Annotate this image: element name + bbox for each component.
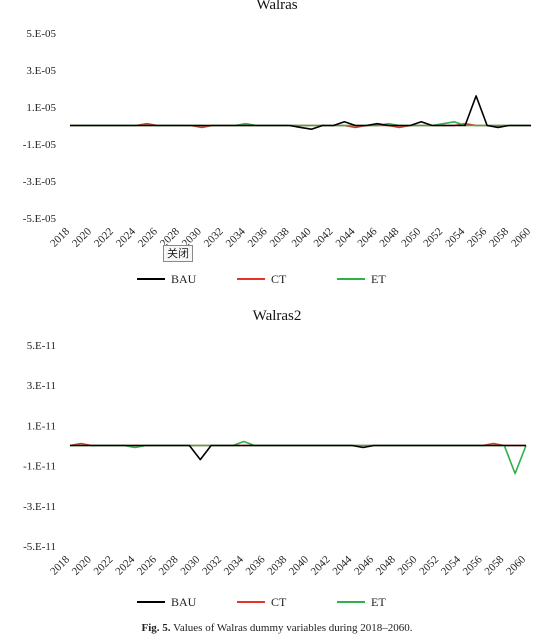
chart-title: Walras2 [253,308,302,324]
y-tick-label: -3.E-11 [23,501,56,513]
x-tick-label: 2038 [265,553,289,577]
figure-caption: Fig. 5. Values of Walras dummy variables… [0,622,554,634]
x-tick-label: 2048 [374,553,398,577]
y-tick-label: -1.E-11 [23,461,56,473]
legend-label-et: ET [371,595,386,609]
y-tick-label: -3.E-05 [23,176,57,188]
x-tick-label: 2036 [246,225,270,249]
x-tick-label: 2040 [290,225,314,249]
y-tick-label: 3.E-11 [27,380,56,392]
legend-label-bau: BAU [171,595,197,609]
x-tick-label: 2048 [377,225,401,249]
x-tick-label: 2032 [200,554,224,578]
x-tick-label: 2032 [202,226,226,250]
x-tick-label: 2034 [222,553,246,577]
x-tick-label: 2022 [92,554,116,578]
walras2-chart: Walras2 5.E-11 3.E-11 1.E-11 -1.E-11 -3.E-11 -… [23,308,528,609]
legend-label-ct: CT [271,595,287,609]
y-tick-label: -5.E-11 [23,541,56,553]
x-tick-label: 2046 [352,553,376,577]
chart-title: Walras [256,0,297,13]
x-tick-label: 2026 [135,553,159,577]
x-tick-label: 2042 [309,554,333,578]
y-tick-label: 1.E-05 [26,102,56,114]
y-tick-label: -1.E-05 [23,139,57,151]
x-tick-label: 2054 [439,553,463,577]
y-tick-label: 1.E-11 [27,420,56,432]
x-tick-label: 2050 [399,225,423,249]
x-tick-label: 2052 [417,554,441,578]
x-tick-label: 2056 [465,225,489,249]
legend-label-ct: CT [271,272,287,286]
x-tick-label: 2060 [504,553,528,577]
legend-label-bau: BAU [171,272,197,286]
x-tick-label: 2022 [92,226,116,250]
series-line-bau [70,444,526,461]
close-tooltip[interactable]: 关闭 [163,245,193,262]
y-tick-label: 5.E-05 [26,28,56,40]
x-tick-label: 2028 [157,553,181,577]
x-tick-label: 2018 [48,225,72,249]
caption-label: Fig. 5. [141,622,171,634]
x-tick-label: 2044 [330,553,354,577]
x-tick-label: 2054 [443,225,467,249]
legend-label-et: ET [371,272,386,286]
x-tick-label: 2024 [113,553,137,577]
x-tick-label: 2038 [268,225,292,249]
y-tick-label: 5.E-11 [27,340,56,352]
x-tick-label: 2024 [114,225,138,249]
x-tick-label: 2034 [224,225,248,249]
x-tick-label: 2052 [421,226,445,250]
x-tick-label: 2040 [287,553,311,577]
x-tick-label: 2046 [355,225,379,249]
walras-chart: Walras 5.E-05 3.E-05 1.E-05 -1.E-05 -3.E-05 -5… [23,0,534,286]
x-tick-label: 2036 [244,553,268,577]
x-tick-label: 2050 [396,553,420,577]
y-tick-label: 3.E-05 [26,65,56,77]
x-tick-label: 2020 [70,553,94,577]
x-tick-label: 2018 [48,553,72,577]
x-tick-label: 2026 [136,225,160,249]
x-tick-label: 2058 [482,553,506,577]
x-tick-label: 2058 [487,225,511,249]
y-tick-label: -5.E-05 [23,213,57,225]
caption-text: Values of Walras dummy variables during … [173,622,413,634]
x-tick-label: 2060 [509,225,533,249]
series-line-et [70,440,527,475]
x-tick-label: 2030 [178,553,202,577]
x-tick-label: 2042 [312,226,336,250]
x-tick-label: 2044 [333,225,357,249]
x-tick-label: 2020 [70,225,94,249]
x-tick-label: 2056 [461,553,485,577]
series-line-bau [70,95,531,130]
